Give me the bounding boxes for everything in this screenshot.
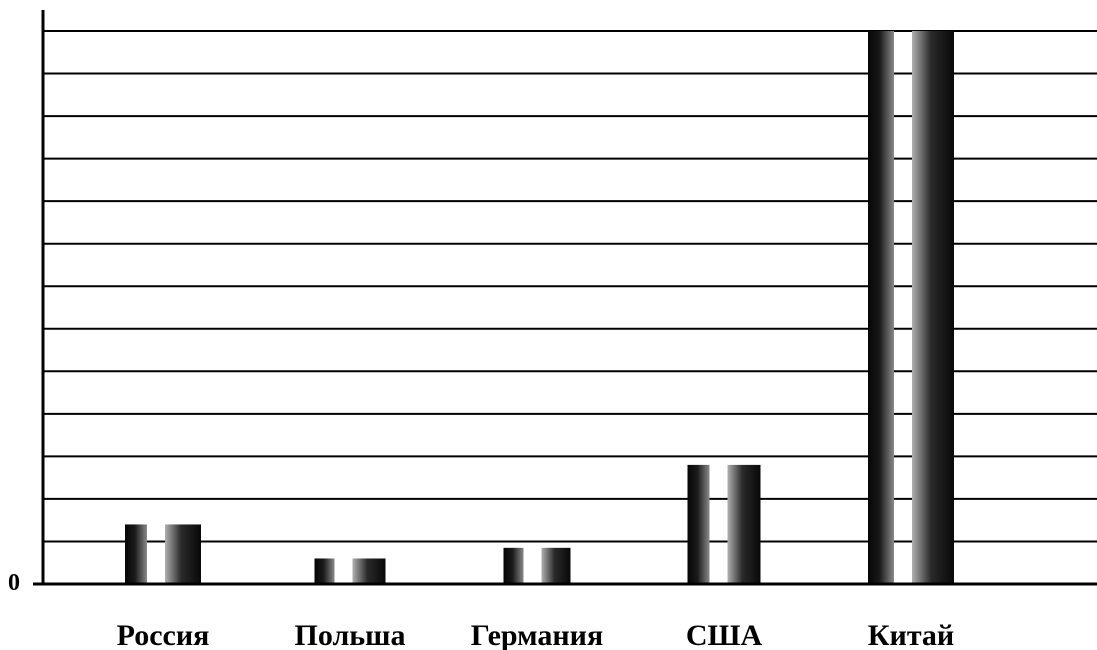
bar-4-series-2: [727, 464, 761, 584]
bar-3-series-1: [503, 547, 524, 584]
bar-2-series-1: [314, 558, 335, 584]
category-label: Германия: [471, 619, 603, 650]
bar-5-series-1: [868, 31, 894, 584]
category-label: Польша: [295, 619, 406, 650]
category-labels: Россия Польша Германия США Китай: [117, 619, 955, 650]
bar-4-series-1: [687, 464, 710, 584]
bar-3-series-2: [541, 547, 571, 584]
category-label: Россия: [117, 619, 210, 650]
y-tick-label-zero: 0: [8, 570, 20, 596]
bar-2-series-2: [352, 558, 386, 584]
bar-1-series-1: [125, 524, 147, 584]
category-label: США: [686, 619, 763, 650]
category-label: Китай: [868, 619, 954, 650]
bar-1-series-2: [165, 524, 201, 584]
bar-5-series-2: [912, 31, 954, 584]
bars: [125, 31, 954, 584]
